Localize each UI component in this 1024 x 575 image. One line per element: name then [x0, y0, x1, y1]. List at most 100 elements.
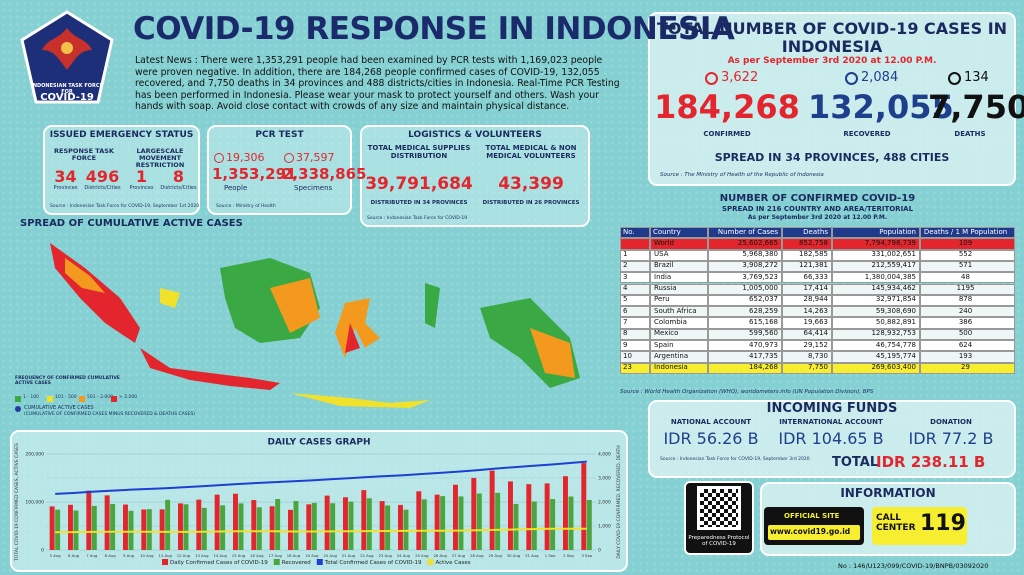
table-cell	[650, 362, 708, 374]
table-cell	[650, 340, 708, 352]
y2-axis-label: DAILY COVID-19 CONFIRMED, RECOVERED, DEA…	[616, 445, 622, 558]
table-cell	[832, 272, 920, 284]
cell-text: 50,882,891	[875, 317, 916, 326]
cell-text: 9	[623, 340, 628, 349]
table-cell	[832, 227, 920, 239]
item-note: DISTRIBUTED IN 26 PROVINCES	[482, 200, 580, 206]
x-tick-label: 9 Aug	[123, 553, 135, 558]
table-cell	[832, 328, 920, 340]
up-icon	[948, 72, 961, 85]
table-cell	[832, 317, 920, 329]
table-cell	[782, 294, 832, 307]
legend-swatch	[47, 396, 53, 402]
table-cell	[782, 351, 832, 363]
group-label: RESPONSE TASK FORCE	[54, 147, 114, 163]
footer: No : 146/U123/099/COVID-19/BNPB/03092020	[838, 562, 989, 570]
cell-text: 628,259	[749, 306, 778, 315]
table-cell	[782, 260, 832, 273]
legend-swatch	[427, 559, 434, 565]
cell-text: 145,934,462	[871, 284, 916, 292]
cell-text: 14,263	[803, 306, 829, 315]
x-tick-label: 17 Aug	[268, 553, 282, 558]
table-cell	[708, 340, 782, 352]
bar	[110, 503, 116, 550]
table-cell	[650, 328, 708, 340]
legend-label: CUMULATIVE ACTIVE CASES	[24, 405, 94, 411]
up-icon	[705, 72, 718, 85]
table-cell	[708, 362, 782, 374]
bar	[104, 495, 110, 550]
table-cell	[620, 340, 650, 352]
legend-swatch	[273, 559, 280, 565]
cell-text: Mexico	[654, 329, 679, 338]
table-cell	[708, 249, 782, 261]
bar	[531, 501, 537, 550]
bar	[159, 509, 165, 550]
table-cell	[708, 351, 782, 363]
x-tick-label: 5 Aug	[50, 553, 62, 558]
cell-text: 46,754,778	[875, 340, 916, 349]
bar	[526, 484, 532, 550]
legend-swatch	[79, 396, 85, 402]
bar	[508, 481, 513, 550]
table-cell	[708, 272, 782, 284]
table-cell	[832, 362, 920, 374]
table-cell	[708, 227, 782, 239]
account-value: IDR 56.26 B	[663, 429, 759, 448]
stat-unit: Provinces	[53, 185, 78, 191]
tick-label: 3,000	[598, 476, 611, 482]
x-tick-label: 23 Aug	[378, 553, 392, 558]
bar	[568, 496, 574, 550]
line	[55, 460, 587, 495]
y-axis-label: TOTAL COVID-19 CONFIRMED CASES, ACTIVE C…	[14, 443, 20, 562]
table-cell	[832, 340, 920, 352]
table-cell	[920, 283, 1015, 295]
table-cell	[782, 272, 832, 284]
bar	[458, 496, 464, 550]
legend-swatch	[15, 396, 21, 402]
account-label: NATIONAL ACCOUNT	[670, 418, 752, 426]
tick-label: 200,000	[25, 452, 44, 458]
table-date: As per September 3rd 2020 at 12.00 P.M.	[747, 214, 888, 221]
tick-label: 0	[41, 548, 44, 554]
table-cell	[832, 306, 920, 318]
increase: 37,597	[296, 151, 335, 164]
cell-text: Number of Cases	[717, 227, 778, 236]
source: Source : Indonesian Task Force for COVID…	[367, 216, 468, 221]
call-box	[872, 507, 967, 545]
bar	[256, 507, 262, 550]
legend-label: 501 - 2.000	[87, 395, 113, 400]
table-cell	[920, 340, 1015, 352]
table-cell	[650, 306, 708, 318]
bar	[233, 493, 238, 550]
spread: SPREAD IN 34 PROVINCES, 488 CITIES	[714, 151, 950, 164]
source: Source : The Ministry of Health of the R…	[660, 172, 824, 178]
qr-caption: Preparedness Protocol of COVID-19	[688, 535, 750, 548]
bar	[343, 497, 348, 550]
account-value: IDR 77.2 B	[908, 429, 994, 448]
bar	[550, 499, 556, 550]
bar	[128, 510, 134, 550]
bar	[330, 503, 336, 550]
table-cell	[920, 351, 1015, 363]
x-tick-label: 22 Aug	[360, 553, 374, 558]
bar	[398, 504, 403, 550]
table-cell	[650, 283, 708, 295]
x-tick-label: 2 Sep	[563, 553, 574, 558]
daily-chart: DAILY CASES GRAPH 0 100,000 200,000 0 1,000 2,…	[14, 438, 622, 567]
cell-text: Spain	[654, 340, 674, 349]
cell-text: Indonesia	[654, 363, 688, 372]
cell-text: 500	[958, 329, 973, 338]
x-tick-label: 6 Aug	[68, 553, 80, 558]
cell-text: 193	[958, 351, 973, 360]
bar	[440, 496, 446, 550]
legend-note: (CUMULATIVE OF CONFIRMED CASES MINUS REC…	[24, 412, 196, 417]
table-cell	[920, 306, 1015, 318]
bar	[403, 509, 409, 550]
table-cell	[620, 272, 650, 284]
source: Source : Ministry of Health	[216, 204, 276, 209]
pcr-panel	[207, 125, 352, 215]
x-tick-label: 7 Aug	[86, 553, 98, 558]
table-cell	[782, 340, 832, 352]
cell-text: Population	[879, 227, 916, 236]
